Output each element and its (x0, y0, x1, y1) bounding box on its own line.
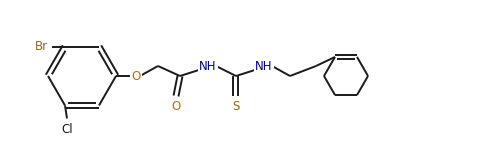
Text: O: O (131, 69, 141, 83)
Text: NH: NH (255, 59, 273, 73)
Text: NH: NH (199, 59, 217, 73)
Text: Cl: Cl (61, 123, 73, 136)
Text: O: O (172, 100, 181, 113)
Text: Br: Br (35, 40, 48, 53)
Text: S: S (232, 100, 240, 113)
